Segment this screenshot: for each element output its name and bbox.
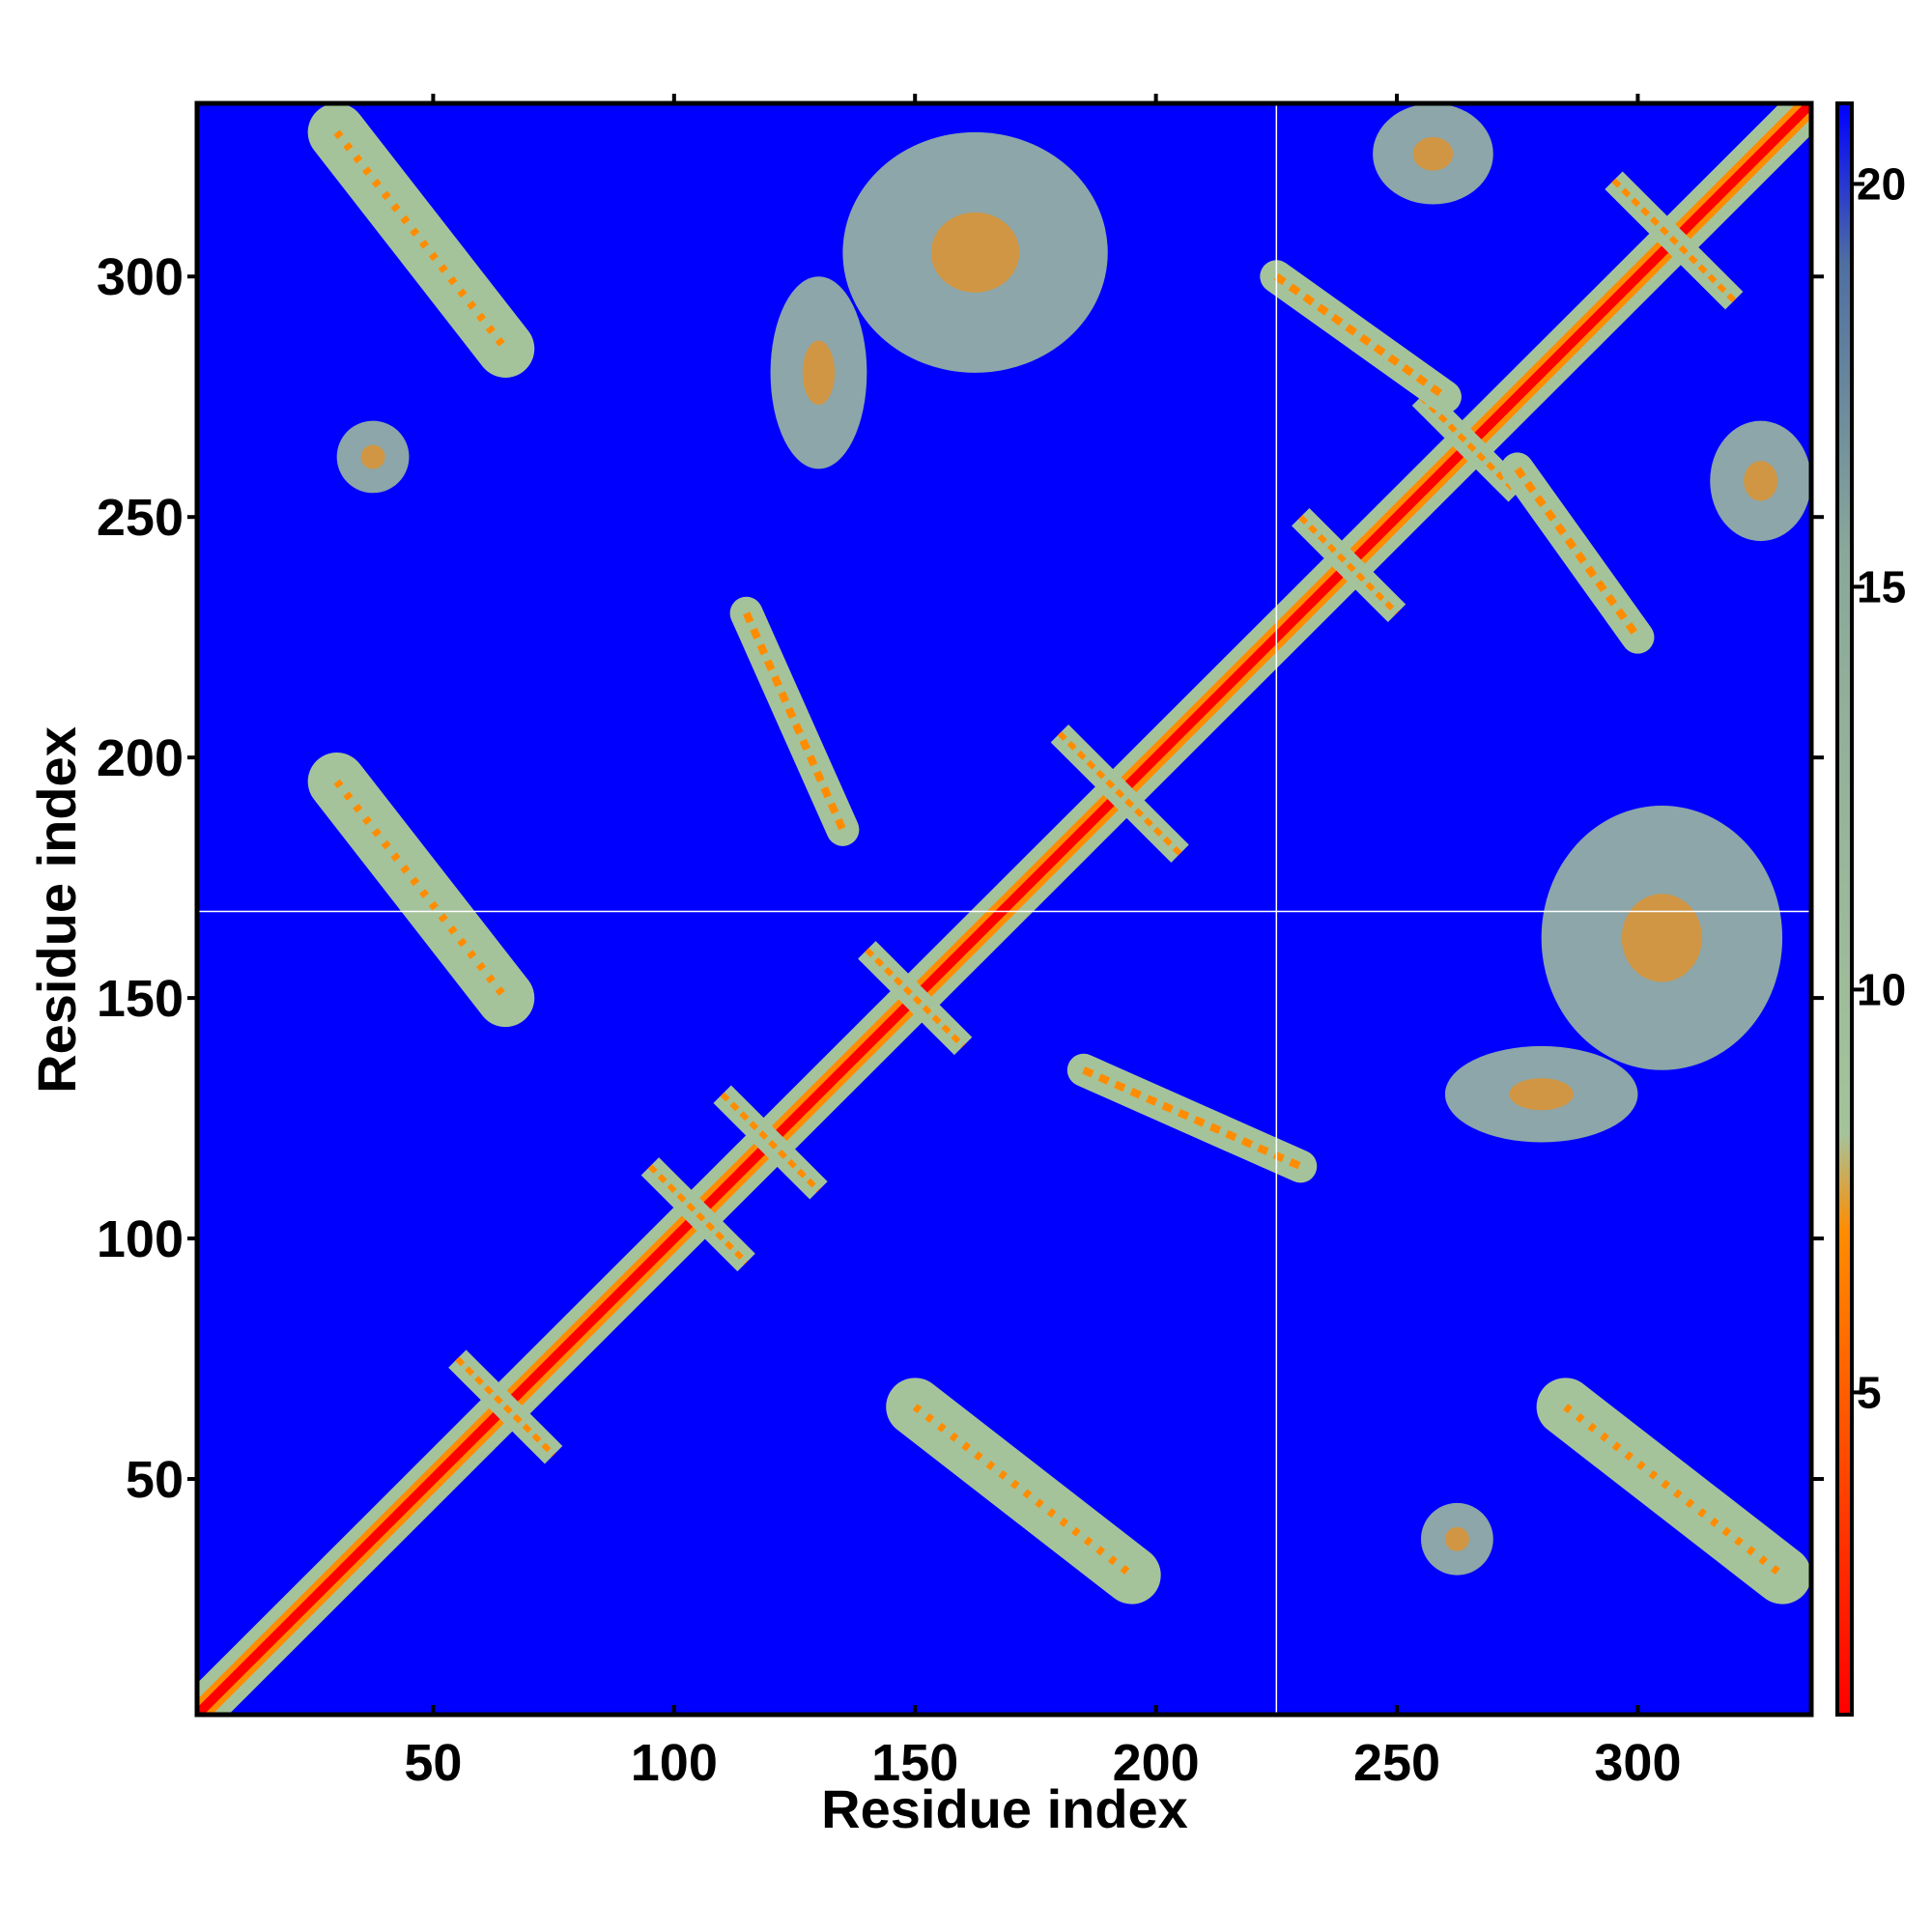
colorbar-tick-label: 15 (1857, 561, 1906, 611)
cross-arm-core (1611, 178, 1737, 303)
patch-core (1744, 461, 1778, 501)
band-halo (1500, 452, 1655, 654)
contact-cluster (842, 131, 1108, 373)
colorbar-tick-label: 5 (1857, 1367, 1882, 1417)
y-tick-label: 200 (97, 729, 184, 787)
colorbar-tick-label: 20 (1857, 158, 1906, 209)
contact-cluster (1260, 260, 1462, 413)
cross-arm-core (455, 1356, 556, 1458)
x-tick-label: 50 (404, 1734, 462, 1792)
cross-arm-core (1418, 394, 1520, 496)
contact-cluster (197, 103, 1811, 1715)
band-core (1082, 1066, 1302, 1171)
contact-cluster (1292, 508, 1406, 622)
plot-frame (194, 100, 1814, 1718)
contact-cluster (729, 596, 860, 846)
colorbar-gradient (1835, 101, 1854, 1717)
colorbar-ticks: 5 10 15 20 (1811, 158, 1906, 1482)
band-halo (1260, 260, 1462, 413)
y-tick-label: 250 (97, 489, 184, 547)
contact-cluster (307, 103, 535, 378)
x-axis: 50 100 150 200 250 300 (404, 94, 1681, 1792)
contact-cluster (1411, 387, 1526, 502)
band-halo (886, 1378, 1161, 1605)
patch-core (360, 444, 385, 469)
patch-core (930, 212, 1020, 293)
contact-cluster (336, 420, 410, 494)
contact-clusters (197, 103, 1811, 1715)
diagonal-core (197, 103, 1811, 1715)
contact-cluster (1066, 1053, 1318, 1183)
x-tick-label: 300 (1594, 1734, 1681, 1792)
y-tick-label: 50 (126, 1451, 184, 1509)
cross-arm-core (1057, 731, 1182, 856)
y-tick-label: 100 (97, 1210, 184, 1268)
contact-cluster (1500, 452, 1655, 654)
x-tick-label: 150 (871, 1734, 958, 1792)
contact-cluster (640, 1157, 755, 1272)
y-axis: 50 100 150 200 250 300 (97, 248, 197, 1509)
contact-cluster (1373, 103, 1493, 205)
patch-core (802, 340, 836, 406)
y-tick-label: 150 (97, 970, 184, 1028)
colorbar-tick-label: 10 (1857, 964, 1906, 1014)
contact-cluster (770, 276, 867, 469)
band-core (742, 611, 847, 832)
contact-cluster (307, 753, 535, 1028)
contact-cluster (1420, 1502, 1493, 1576)
x-tick-label: 200 (1113, 1734, 1200, 1792)
colorbar: 5 10 15 20 (1811, 101, 1906, 1717)
x-tick-label: 100 (631, 1734, 718, 1792)
contact-cluster (1444, 1045, 1638, 1143)
contact-cluster (1710, 420, 1811, 542)
cross-arm-core (1298, 515, 1400, 615)
cross-arm-core (647, 1164, 749, 1265)
patch-core (1444, 1526, 1469, 1551)
contact-cluster (1050, 724, 1189, 863)
band-halo (307, 753, 535, 1028)
contact-cluster (713, 1085, 828, 1200)
band-halo (307, 103, 535, 378)
contact-cluster (858, 941, 973, 1056)
y-axis-title: Residue index (26, 726, 87, 1094)
x-tick-label: 250 (1353, 1734, 1440, 1792)
contact-cluster (448, 1350, 563, 1464)
band-halo (1536, 1378, 1811, 1605)
cross-arm-core (865, 948, 966, 1049)
x-axis-title: Residue index (821, 1778, 1188, 1839)
cross-arm-core (720, 1092, 821, 1193)
patch-core (1509, 1078, 1574, 1111)
patch-core (1621, 894, 1702, 982)
contact-cluster (1605, 171, 1744, 310)
y-tick-label: 300 (97, 248, 184, 306)
heatmap-area (194, 100, 1814, 1718)
contact-cluster (886, 1378, 1161, 1605)
contact-cluster (1541, 805, 1783, 1070)
patch-core (1412, 136, 1454, 171)
contact-cluster (1536, 1378, 1811, 1605)
